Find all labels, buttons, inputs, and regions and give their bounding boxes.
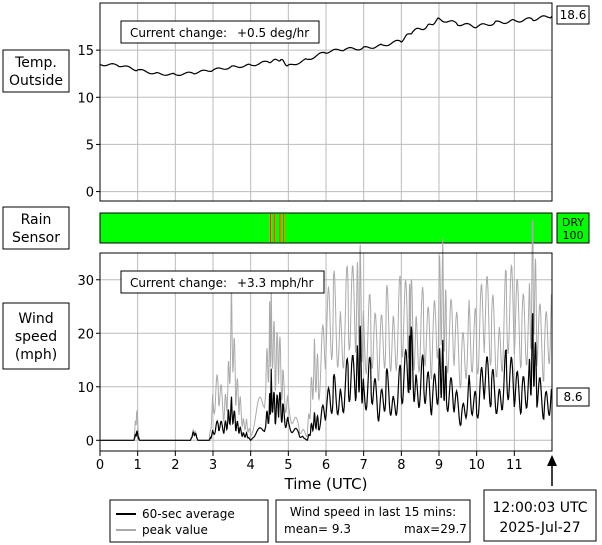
wind-stats-frame (275, 499, 471, 543)
wind-stats-box: Wind speed in last 15 mins: mean= 9.3 ma… (275, 499, 471, 543)
timestamp-box: 12:00:03 UTC 2025-Jul-27 (483, 489, 597, 542)
wind-label-line3: (mph) (15, 347, 57, 363)
temperature-y-tick-label: 5 (86, 138, 94, 153)
rain-status-box (556, 212, 590, 244)
temperature-y-tick-label: 10 (77, 91, 94, 106)
temperature-change-box (120, 20, 320, 44)
rain-status-value: 100 (563, 229, 584, 242)
wind-y-tick-label: 0 (86, 434, 94, 449)
temperature-label-line1: Temp. (14, 55, 57, 71)
legend-peak-label: peak value (142, 523, 208, 537)
x-axis-tick-label: 5 (284, 458, 292, 473)
wind-label-box (2, 302, 70, 370)
x-axis-tick-label: 1 (134, 458, 142, 473)
temperature-y-tick-label: 0 (86, 186, 94, 201)
x-axis-tick-label: 4 (247, 458, 255, 473)
wind-stats-max: max=29.7 (404, 522, 467, 536)
rain-sensor-bar (99, 212, 553, 244)
x-axis: 0 1 2 3 4 5 6 7 8 9 10 11 (96, 451, 523, 473)
rain-label-line1: Rain (21, 212, 52, 228)
temperature-change-value: +0.5 deg/hr (237, 26, 309, 40)
temperature-y-tick-label: 15 (77, 44, 94, 59)
temperature-grid (100, 3, 552, 201)
x-axis-tick-label: 0 (96, 458, 104, 473)
timestamp-date: 2025-Jul-27 (499, 520, 580, 536)
x-axis-tick-label: 7 (360, 458, 368, 473)
temperature-current-value-box (556, 5, 590, 25)
temperature-current-value: 18.6 (560, 8, 587, 22)
wind-peak-series-line (100, 220, 553, 441)
legend-box (109, 499, 269, 543)
temperature-label-line2: Outside (9, 73, 63, 89)
wind-stats-title: Wind speed in last 15 mins: (290, 505, 456, 519)
wind-label-line1: Wind (18, 311, 53, 327)
wind-label-line2: speed (15, 329, 57, 345)
wind-y-tick-label: 10 (77, 381, 94, 396)
wind-change-box (120, 270, 325, 294)
x-axis-tick-label: 6 (322, 458, 330, 473)
x-axis-tick-label: 10 (468, 458, 485, 473)
rain-wet-marks (269, 214, 285, 242)
wind-change-value: +3.3 mph/hr (237, 276, 314, 290)
x-axis-tick-label: 9 (435, 458, 443, 473)
x-axis-tick-label: 11 (506, 458, 523, 473)
temperature-series-line (99, 15, 553, 76)
temperature-y-axis: 0 5 10 15 (77, 44, 100, 201)
rain-label-box (2, 206, 70, 250)
temperature-plot-frame (99, 2, 553, 202)
wind-y-axis: 0 10 20 30 (77, 274, 100, 449)
wind-change-label: Current change: (130, 276, 227, 290)
rain-label-line2: Sensor (12, 230, 60, 246)
wind-panel: Wind speed (mph) 0 10 20 30 Current change:… (2, 220, 590, 452)
wind-current-value: 8.6 (563, 390, 582, 404)
temperature-panel: Temp. Outside 0 5 10 15 Current change: +0.… (2, 2, 590, 202)
x-axis-tick-label: 2 (171, 458, 179, 473)
wind-y-tick-label: 30 (77, 274, 94, 289)
temperature-label-box (2, 49, 70, 93)
legend-average-label: 60-sec average (142, 507, 235, 521)
rain-status-text: DRY (562, 216, 584, 229)
rain-panel: Rain Sensor DRY 100 (2, 206, 590, 250)
wind-average-series-line (100, 313, 553, 442)
x-axis-tick-label: 3 (209, 458, 217, 473)
x-axis-tick-label: 8 (397, 458, 405, 473)
timestamp-frame (483, 489, 597, 542)
wind-stats-mean: mean= 9.3 (284, 522, 351, 536)
wind-current-value-box (556, 387, 590, 407)
timestamp-time: 12:00:03 UTC (492, 500, 587, 516)
wind-y-tick-label: 20 (77, 327, 94, 342)
x-axis-title: Time (UTC) (284, 475, 368, 493)
temperature-change-label: Current change: (130, 26, 227, 40)
current-time-arrow (547, 455, 557, 486)
legend: 60-sec average peak value (109, 499, 269, 543)
